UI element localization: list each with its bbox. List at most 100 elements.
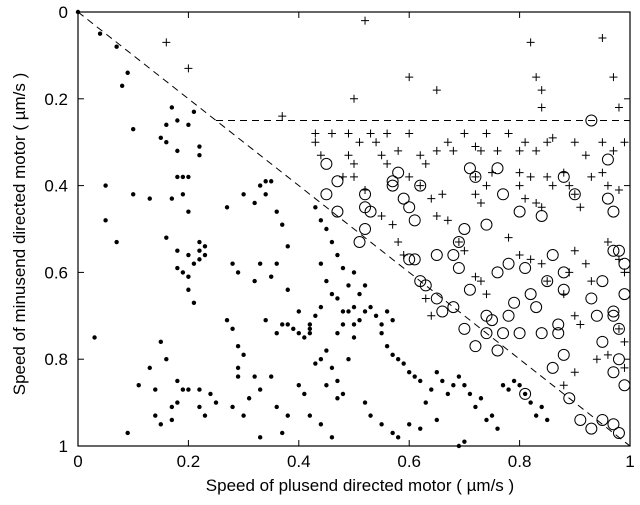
data-point-circle	[491, 162, 504, 175]
data-point-plus	[471, 272, 480, 281]
data-point-plus	[377, 211, 386, 220]
data-point-dot	[379, 422, 384, 427]
data-point-plus	[614, 324, 623, 333]
data-point-circle	[607, 244, 620, 257]
data-point-plus	[537, 203, 546, 212]
data-point-plus	[570, 311, 579, 320]
data-point-plus	[471, 172, 480, 181]
data-point-circle	[386, 179, 399, 192]
data-point-circle	[519, 262, 532, 275]
data-point-circle	[458, 223, 471, 235]
data-point-circle	[585, 114, 598, 127]
data-point-dot	[285, 244, 290, 249]
data-point-circle	[403, 201, 416, 214]
data-point-dot	[208, 391, 213, 397]
data-point-dot	[395, 435, 401, 440]
data-point-circle	[535, 327, 548, 340]
data-point-dot	[114, 239, 119, 245]
data-point-plus	[609, 146, 618, 155]
data-point-plus	[432, 86, 441, 95]
data-point-circle	[552, 327, 565, 340]
data-point-plus	[405, 172, 414, 181]
data-point-dot	[335, 252, 340, 258]
data-point-plus	[532, 73, 541, 82]
data-point-dot	[285, 413, 290, 418]
data-point-dot	[263, 179, 268, 184]
data-point-dot	[500, 383, 506, 388]
data-point-circle	[502, 309, 515, 322]
data-point-dot	[175, 265, 180, 271]
data-point-circle	[359, 223, 372, 235]
data-point-circle	[607, 366, 620, 379]
data-point-dot	[241, 352, 246, 358]
data-point-circle	[618, 257, 631, 270]
data-point-plus	[476, 146, 485, 155]
data-point-circle	[392, 166, 405, 179]
data-point-plus	[344, 151, 353, 160]
data-point-dot	[274, 209, 279, 214]
data-point-dot	[357, 291, 362, 297]
data-point-circle	[513, 205, 526, 218]
data-point-dot	[329, 365, 335, 371]
data-point-dot	[313, 361, 318, 366]
data-point-dot	[533, 413, 539, 418]
data-point-dot	[340, 309, 346, 314]
data-point-dot	[186, 287, 191, 292]
data-point-dot	[318, 261, 324, 266]
data-point-dot	[462, 383, 467, 388]
data-point-plus	[316, 151, 325, 160]
data-point-circle	[469, 340, 482, 353]
data-point-plus	[482, 181, 491, 190]
data-point-dot	[484, 417, 489, 423]
data-point-dot	[390, 317, 395, 323]
data-point-dot	[440, 378, 445, 384]
data-point-plus	[587, 172, 596, 181]
data-point-dot	[340, 391, 346, 397]
data-point-dot	[92, 335, 97, 340]
data-point-dot	[362, 400, 368, 405]
data-point-plus	[366, 129, 375, 138]
data-point-circle	[497, 188, 510, 201]
data-point-plus	[570, 246, 579, 255]
data-point-dot	[506, 387, 511, 392]
data-point-dot	[318, 422, 324, 427]
data-point-circle	[353, 236, 366, 249]
data-point-plus	[471, 142, 480, 151]
data-point-dot	[252, 374, 257, 379]
data-point-plus	[532, 146, 541, 155]
data-point-plus	[449, 146, 458, 155]
data-point-circle	[480, 218, 493, 231]
data-point-dot	[280, 430, 285, 436]
y-tick-label: 0	[59, 3, 68, 22]
data-point-dot	[324, 348, 329, 353]
data-point-circle	[408, 253, 421, 266]
data-point-dot	[307, 330, 313, 336]
data-point-dot	[302, 391, 307, 397]
data-point-plus	[603, 350, 612, 359]
data-point-plus	[548, 133, 557, 142]
data-point-circle	[436, 305, 449, 318]
data-point-plus	[377, 151, 386, 160]
data-point-plus	[482, 290, 491, 299]
data-point-circle	[585, 292, 598, 305]
data-point-plus	[614, 103, 623, 112]
data-point-dot	[158, 422, 163, 427]
data-point-dot	[197, 153, 202, 158]
data-point-circle	[508, 296, 521, 309]
data-point-circle	[618, 288, 631, 301]
data-point-dot	[362, 309, 368, 314]
data-point-circle	[480, 309, 493, 322]
data-point-dot	[103, 218, 108, 223]
data-point-plus	[432, 211, 441, 220]
data-point-plus	[350, 159, 358, 168]
data-point-dot	[318, 218, 324, 223]
data-point-dot	[257, 387, 263, 392]
data-point-dot	[169, 404, 175, 410]
data-point-plus	[405, 73, 414, 82]
data-point-plus	[537, 103, 546, 112]
data-point-circle	[557, 283, 570, 296]
data-point-circle	[557, 170, 570, 183]
data-point-dot	[296, 383, 301, 388]
data-point-dot	[335, 330, 340, 336]
data-point-dot	[235, 365, 241, 371]
